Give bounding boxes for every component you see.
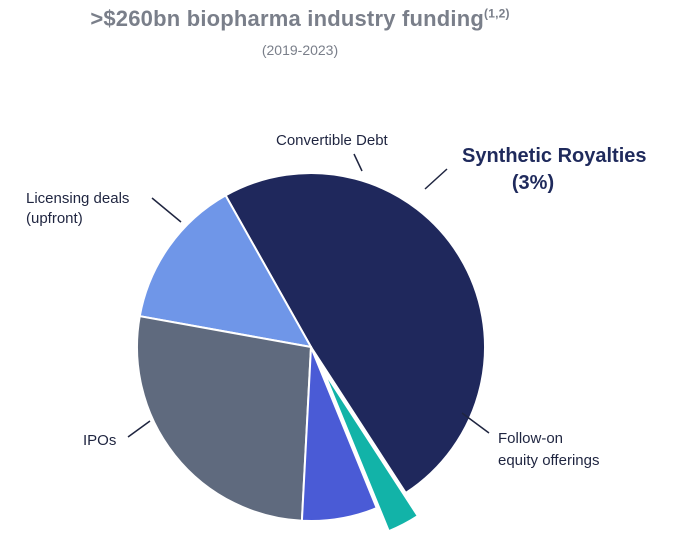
- leader-line-ipos: [127, 420, 151, 438]
- pie-slice-follow-on-equity-offerings: [224, 172, 486, 495]
- chart-title: >$260bn biopharma industry funding(1,2): [0, 6, 600, 32]
- pie-slice-synthetic-royalties: [322, 369, 420, 533]
- pie-slice-ipos: [138, 194, 313, 349]
- label-convertible: Convertible Debt: [276, 132, 389, 149]
- label-follow-on-line1: Follow-on: [498, 430, 563, 447]
- label-licensing-line2: (upfront): [26, 210, 83, 227]
- label-follow-on-line2: equity offerings: [498, 452, 599, 469]
- label-synthetic-line1: Synthetic Royalties: [462, 145, 647, 167]
- chart-subtitle: (2019-2023): [261, 42, 339, 58]
- chart-title-text: >$260bn biopharma industry funding: [90, 6, 484, 31]
- pie-slices: [136, 172, 486, 533]
- leader-line-convertible: [353, 153, 363, 172]
- leader-line-synthetic: [424, 168, 448, 190]
- leader-line-licensing: [151, 197, 182, 223]
- label-ipos: IPOs: [83, 432, 116, 449]
- footnote-marker: (1,2): [484, 6, 510, 21]
- label-licensing-line1: Licensing deals: [26, 190, 129, 207]
- leader-line-follow-on: [461, 412, 490, 434]
- pie-slice-convertible-debt: [300, 346, 379, 522]
- pie-slice-licensing-deals-upfront: [136, 315, 313, 522]
- leader-lines: [127, 153, 490, 438]
- label-synthetic-line2: (3%): [512, 172, 554, 194]
